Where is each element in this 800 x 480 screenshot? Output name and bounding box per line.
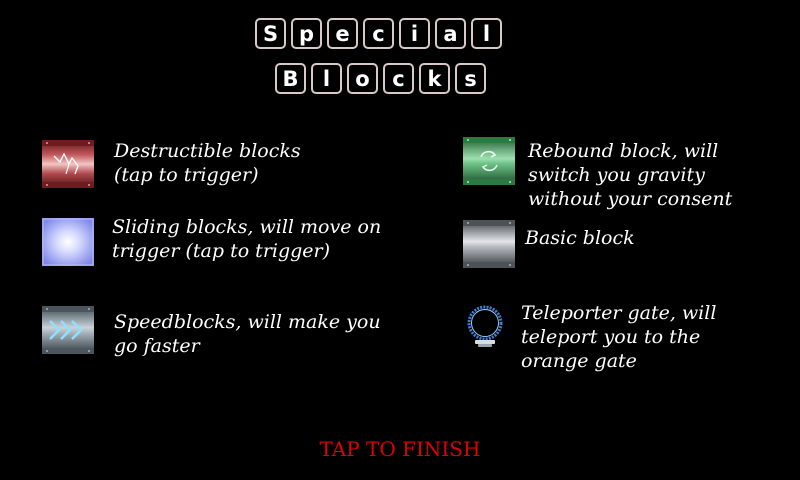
desc-line: Sliding blocks, will move on bbox=[112, 216, 382, 238]
desc-line: Destructible blocks bbox=[114, 140, 301, 162]
destructible-block-icon bbox=[42, 140, 94, 188]
title-letter: k bbox=[419, 63, 450, 94]
teleporter-description: Teleporter gate, will teleport you to th… bbox=[521, 301, 716, 373]
title-letter: l bbox=[311, 63, 342, 94]
desc-line: Teleporter gate, will bbox=[521, 302, 717, 324]
speed-block-icon bbox=[42, 306, 94, 354]
desc-line: Basic block bbox=[525, 227, 635, 249]
rebound-description: Rebound block, will switch you gravity w… bbox=[528, 139, 732, 211]
destructible-description: Destructible blocks (tap to trigger) bbox=[114, 139, 301, 187]
desc-line: trigger (tap to trigger) bbox=[112, 240, 331, 262]
title-letter: p bbox=[291, 18, 322, 49]
desc-line: Speedblocks, will make you bbox=[114, 311, 381, 333]
speed-description: Speedblocks, will make you go faster bbox=[114, 310, 381, 358]
desc-line: Rebound block, will bbox=[528, 140, 719, 162]
teleporter-gate-icon bbox=[467, 305, 503, 347]
rebound-block-icon bbox=[463, 137, 515, 185]
basic-block-icon bbox=[463, 220, 515, 268]
desc-line: (tap to trigger) bbox=[114, 164, 259, 186]
basic-description: Basic block bbox=[525, 226, 635, 250]
title-letter: B bbox=[275, 63, 306, 94]
desc-line: teleport you to the bbox=[521, 326, 701, 348]
title-letter: s bbox=[455, 63, 486, 94]
title-letter: a bbox=[435, 18, 466, 49]
title-letter: o bbox=[347, 63, 378, 94]
desc-line: without your consent bbox=[528, 188, 733, 210]
desc-line: go faster bbox=[114, 335, 200, 357]
title-letter: S bbox=[255, 18, 286, 49]
tap-to-finish-button[interactable]: TAP TO FINISH bbox=[319, 437, 481, 461]
title-line-2: B l o c k s bbox=[275, 63, 486, 94]
title-letter: i bbox=[399, 18, 430, 49]
title-line-1: S p e c i a l bbox=[255, 18, 502, 49]
desc-line: switch you gravity bbox=[528, 164, 705, 186]
title-letter: l bbox=[471, 18, 502, 49]
title-letter: c bbox=[363, 18, 394, 49]
title-letter: c bbox=[383, 63, 414, 94]
sliding-block-icon bbox=[42, 218, 94, 266]
sliding-description: Sliding blocks, will move on trigger (ta… bbox=[112, 215, 381, 263]
title-letter: e bbox=[327, 18, 358, 49]
desc-line: orange gate bbox=[521, 350, 637, 372]
